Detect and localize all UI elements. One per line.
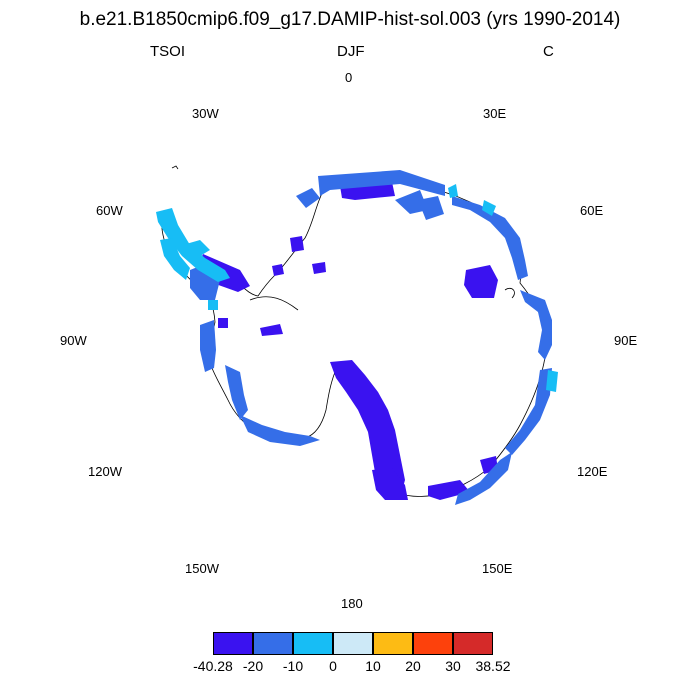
tsoi-region-6 [260,324,283,336]
colorbar-label-7: 30 [445,658,461,674]
tsoi-region-24 [418,196,444,220]
tsoi-region-7 [272,264,284,276]
tsoi-region-2 [372,468,408,500]
colorbar-swatch-4 [333,632,373,655]
ice-shelf-line [249,296,299,311]
lon-label-120e: 120E [577,464,608,479]
variable-label: TSOI [150,43,186,60]
ice-shelf-line-east [504,287,515,299]
colorbar-label-1: -40.28 [193,658,233,674]
tsoi-region-13 [318,170,445,196]
tsoi-region-25 [156,208,230,282]
tsoi-region-27 [160,238,190,280]
colorbar-swatch-5 [373,632,413,655]
tsoi-region-18 [200,320,216,372]
island-outline [171,165,179,170]
lon-label-60w: 60W [96,203,123,218]
tsoi-region-23 [395,190,428,214]
colorbar-swatch-6 [413,632,453,655]
colorbar-label-4: 0 [329,658,337,674]
colorbar-swatch-1 [213,632,253,655]
colorbar-label-3: -10 [282,658,304,674]
tsoi-region-8 [312,262,326,274]
tsoi-region-1 [330,360,405,498]
lon-label-180: 180 [341,596,363,611]
lon-label-0: 0 [345,70,353,85]
lon-label-90w: 90W [60,333,87,348]
antarctica-coastline [161,178,547,497]
lon-label-90e: 90E [614,333,638,348]
lon-label-120w: 120W [88,464,122,479]
tsoi-region-11 [428,480,470,500]
colorbar-label-8: 38.52 [475,658,511,674]
colorbar-label-6: 20 [405,658,421,674]
tsoi-region-26 [186,240,210,256]
tsoi-region-17 [455,452,512,505]
lon-label-30w: 30W [192,106,219,121]
tsoi-region-30 [482,200,496,216]
lon-label-30e: 30E [483,106,507,121]
tsoi-region-9 [218,318,228,328]
tsoi-region-15 [520,290,552,360]
tsoi-cells [156,170,558,505]
lon-label-60e: 60E [580,203,604,218]
tsoi-region-20 [240,415,320,446]
tsoi-region-16 [505,368,552,455]
tsoi-region-31 [546,370,558,392]
colorbar-label-5: 10 [365,658,381,674]
tsoi-region-3 [464,265,498,298]
tsoi-region-19 [225,365,248,420]
tsoi-region-21 [296,188,320,208]
season-label: DJF [337,43,365,60]
map-title: b.e21.B1850cmip6.f09_g17.DAMIP-hist-sol.… [79,9,621,30]
tsoi-region-28 [208,300,218,310]
tsoi-region-10 [290,236,304,252]
tsoi-region-29 [448,184,458,198]
lon-label-150e: 150E [482,561,513,576]
colorbar-swatch-3 [293,632,333,655]
units-label: C [543,43,554,60]
colorbar-swatch-7 [453,632,493,655]
lon-label-150w: 150W [185,561,219,576]
colorbar-swatch-2 [253,632,293,655]
colorbar-label-2: -20 [242,658,264,674]
